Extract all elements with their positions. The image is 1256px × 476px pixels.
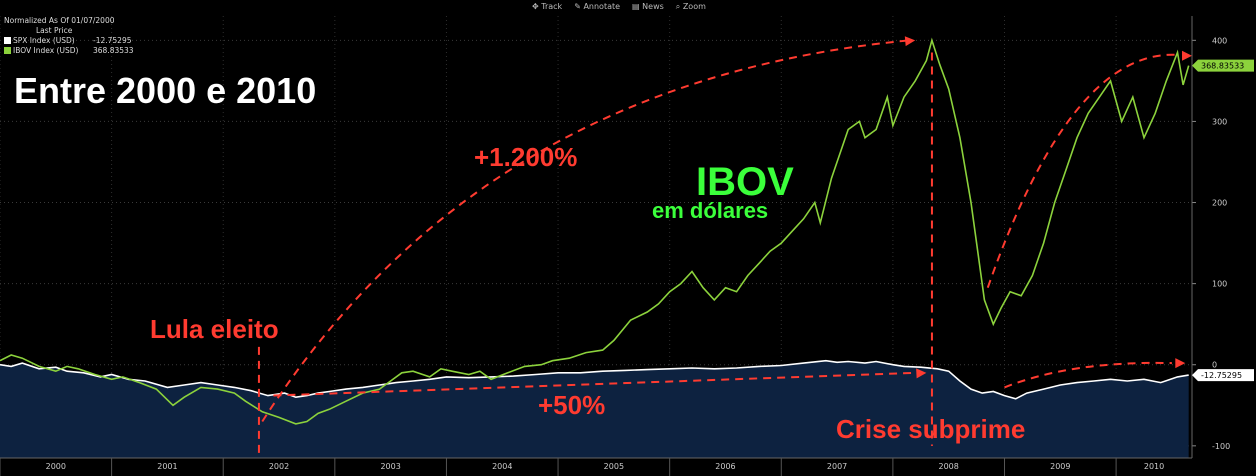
legend-value-ibov: 368.83533 (93, 46, 134, 55)
annotation-arrows (257, 36, 1192, 458)
chart-toolbar: ✥ Track ✎ Annotate ▤ News ⌕ Zoom (532, 2, 706, 14)
ibov-gain-label: +1.200% (474, 142, 578, 172)
x-tick-label: 2004 (492, 462, 512, 471)
legend-header-1: Normalized As Of 01/07/2000 (4, 16, 115, 25)
zoom-button[interactable]: ⌕ Zoom (675, 2, 706, 11)
spx-series-line (0, 359, 1189, 400)
y-tick-label: 0 (1212, 361, 1217, 370)
y-tick-label: 300 (1212, 117, 1227, 126)
y-tick-label: -100 (1212, 442, 1230, 451)
spx-gain-label: +50% (538, 390, 606, 420)
x-axis: 2000 2001 2002 2003 2004 2005 2006 2007 2008 2009… (0, 457, 1192, 476)
spx-last-price-bg (1192, 369, 1254, 382)
x-tick-label: 2008 (939, 462, 959, 471)
x-tick-label: 2003 (380, 462, 400, 471)
ibov-last-price-bg (1192, 59, 1254, 72)
x-tick-label: 2000 (46, 462, 66, 471)
x-tick-label: 2001 (157, 462, 177, 471)
spx-rise-arrow (273, 371, 916, 397)
x-tick-label: 2009 (1050, 462, 1070, 471)
news-button[interactable]: ▤ News (632, 2, 664, 11)
track-button[interactable]: ✥ Track (532, 2, 563, 11)
legend-name-ibov: IBOV Index (USD) (13, 46, 79, 55)
x-tick-label: 2007 (827, 462, 847, 471)
spx-area-fill (0, 360, 1189, 458)
ibov-title: IBOV (696, 160, 794, 204)
legend-swatch-ibov (4, 47, 11, 54)
lula-label: Lula eleito (150, 314, 279, 344)
legend-item-spx[interactable]: SPX Index (USD) -12.75295 (4, 36, 134, 46)
crisis-label: Crise subprime (836, 414, 1026, 444)
legend: Normalized As Of 01/07/2000 Last Price S… (4, 16, 134, 56)
annotate-button[interactable]: ✎ Annotate (574, 2, 621, 11)
y-tick-label: 400 (1212, 36, 1227, 45)
spx-rise-arrowhead (916, 368, 927, 379)
x-tick-label: 2010 (1144, 462, 1164, 471)
legend-value-spx: -12.75295 (93, 36, 132, 45)
y-tick-label: 200 (1212, 199, 1227, 208)
track-label: Track (541, 2, 563, 11)
spx-recovery-arrowhead (1175, 358, 1186, 369)
headline: Entre 2000 e 2010 (14, 70, 317, 111)
ibov-rise-arrowhead (904, 36, 916, 47)
news-label: News (642, 2, 664, 11)
annotate-label: Annotate (583, 2, 621, 11)
x-tick-label: 2006 (715, 462, 735, 471)
y-tick-label: 100 (1212, 280, 1227, 289)
x-tick-label: 2002 (269, 462, 289, 471)
spx-last-price-label: -12.75295 (1201, 371, 1242, 380)
legend-name-spx: SPX Index (USD) (13, 36, 75, 45)
ibov-recovery-arrowhead (1182, 50, 1192, 61)
legend-swatch-spx (4, 37, 11, 44)
y-axis: -100 0 100 200 300 400 368.83533 -12.75295 (1191, 16, 1254, 458)
ibov-recovery-arrow (986, 53, 1178, 289)
ibov-rise-arrow (261, 39, 910, 423)
ibov-last-price-label: 368.83533 (1201, 62, 1244, 71)
spx-recovery-arrow (1004, 361, 1172, 389)
legend-item-ibov[interactable]: IBOV Index (USD) 368.83533 (4, 46, 134, 56)
zoom-label: Zoom (682, 2, 706, 11)
ibov-series-line (0, 37, 1190, 425)
x-tick-label: 2005 (604, 462, 624, 471)
ibov-subtitle: em dólares (652, 198, 769, 223)
legend-header-2: Last Price (36, 26, 73, 35)
